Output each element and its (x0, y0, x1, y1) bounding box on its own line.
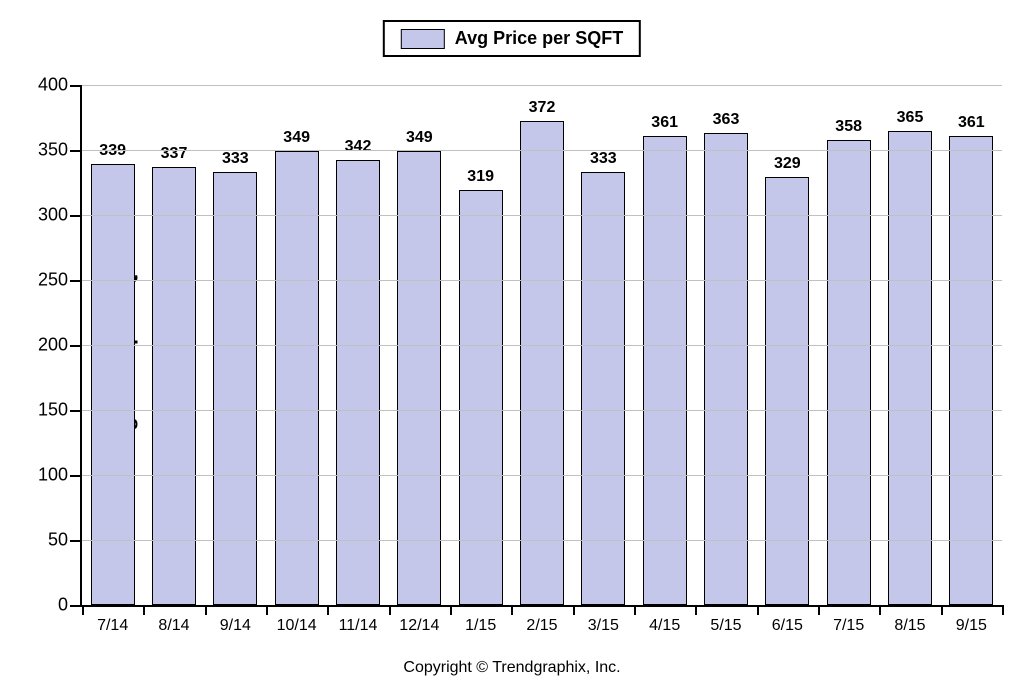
y-tick-label: 0 (58, 595, 68, 616)
legend-label: Avg Price per SQFT (455, 28, 623, 49)
x-tick (879, 605, 881, 615)
bar-value-label: 329 (757, 155, 817, 173)
y-tick (70, 540, 80, 542)
y-tick (70, 215, 80, 217)
y-tick (70, 410, 80, 412)
copyright-text: Copyright © Trendgraphix, Inc. (403, 659, 620, 677)
bar-value-label: 349 (389, 129, 449, 147)
x-tick (818, 605, 820, 615)
legend-swatch (401, 29, 445, 49)
x-tick-label: 4/15 (649, 617, 680, 635)
x-tick (266, 605, 268, 615)
x-tick-label: 12/14 (399, 617, 439, 635)
x-tick-label: 1/15 (465, 617, 496, 635)
y-tick (70, 85, 80, 87)
x-tick-label: 7/14 (97, 617, 128, 635)
y-tick (70, 150, 80, 152)
bar-value-label: 372 (512, 99, 572, 117)
x-tick-label: 9/14 (220, 617, 251, 635)
x-tick (82, 605, 84, 615)
y-tick (70, 280, 80, 282)
grid-line (82, 410, 1002, 411)
x-tick-label: 5/15 (710, 617, 741, 635)
bar (827, 140, 871, 605)
grid-line (82, 280, 1002, 281)
bar (704, 133, 748, 605)
x-tick (205, 605, 207, 615)
bar (459, 190, 503, 605)
x-tick-label: 10/14 (277, 617, 317, 635)
bar-value-label: 365 (880, 109, 940, 127)
bar (336, 160, 380, 605)
y-tick-label: 400 (38, 75, 68, 96)
grid-line (82, 150, 1002, 151)
y-tick (70, 475, 80, 477)
y-tick-label: 200 (38, 335, 68, 356)
x-tick (634, 605, 636, 615)
bar (91, 164, 135, 605)
y-tick (70, 345, 80, 347)
x-tick-label: 8/15 (894, 617, 925, 635)
grid-line (82, 540, 1002, 541)
bar (397, 151, 441, 605)
x-tick-label: 11/14 (339, 617, 378, 635)
x-tick-label: 2/15 (526, 617, 557, 635)
x-tick (573, 605, 575, 615)
bar (275, 151, 319, 605)
bar-value-label: 333 (205, 150, 265, 168)
y-tick (70, 605, 80, 607)
x-tick-label: 3/15 (588, 617, 619, 635)
y-tick-label: 250 (38, 270, 68, 291)
bar-value-label: 337 (144, 145, 204, 163)
x-tick-label: 6/15 (772, 617, 803, 635)
bar-value-label: 361 (941, 114, 1001, 132)
x-tick (941, 605, 943, 615)
x-tick (757, 605, 759, 615)
legend: Avg Price per SQFT (383, 20, 641, 57)
x-tick (450, 605, 452, 615)
y-tick-label: 350 (38, 140, 68, 161)
y-tick-label: 50 (48, 530, 68, 551)
grid-line (82, 475, 1002, 476)
x-tick (389, 605, 391, 615)
grid-line (82, 85, 1002, 86)
bar-value-label: 342 (328, 138, 388, 156)
plot-area: 3393373333493423493193723333613633293583… (80, 85, 1002, 607)
bar-value-label: 339 (83, 142, 143, 160)
chart-container: Avg. Price per SQ. FT. Avg Price per SQF… (0, 0, 1024, 687)
grid-line (82, 345, 1002, 346)
x-tick-label: 8/14 (158, 617, 189, 635)
bar (643, 136, 687, 605)
x-tick (511, 605, 513, 615)
x-tick (695, 605, 697, 615)
x-tick-label: 9/15 (956, 617, 987, 635)
bar-value-label: 363 (696, 111, 756, 129)
bar-value-label: 333 (573, 150, 633, 168)
bar-value-label: 319 (451, 168, 511, 186)
grid-line (82, 215, 1002, 216)
bar (520, 121, 564, 605)
y-tick-label: 150 (38, 400, 68, 421)
x-tick-label: 7/15 (833, 617, 864, 635)
y-tick-label: 100 (38, 465, 68, 486)
x-tick (143, 605, 145, 615)
x-tick (1002, 605, 1004, 615)
y-tick-label: 300 (38, 205, 68, 226)
bar-value-label: 349 (267, 129, 327, 147)
bar-value-label: 361 (635, 114, 695, 132)
bar (888, 131, 932, 606)
bar-value-label: 358 (819, 118, 879, 136)
bar (949, 136, 993, 605)
x-tick (327, 605, 329, 615)
